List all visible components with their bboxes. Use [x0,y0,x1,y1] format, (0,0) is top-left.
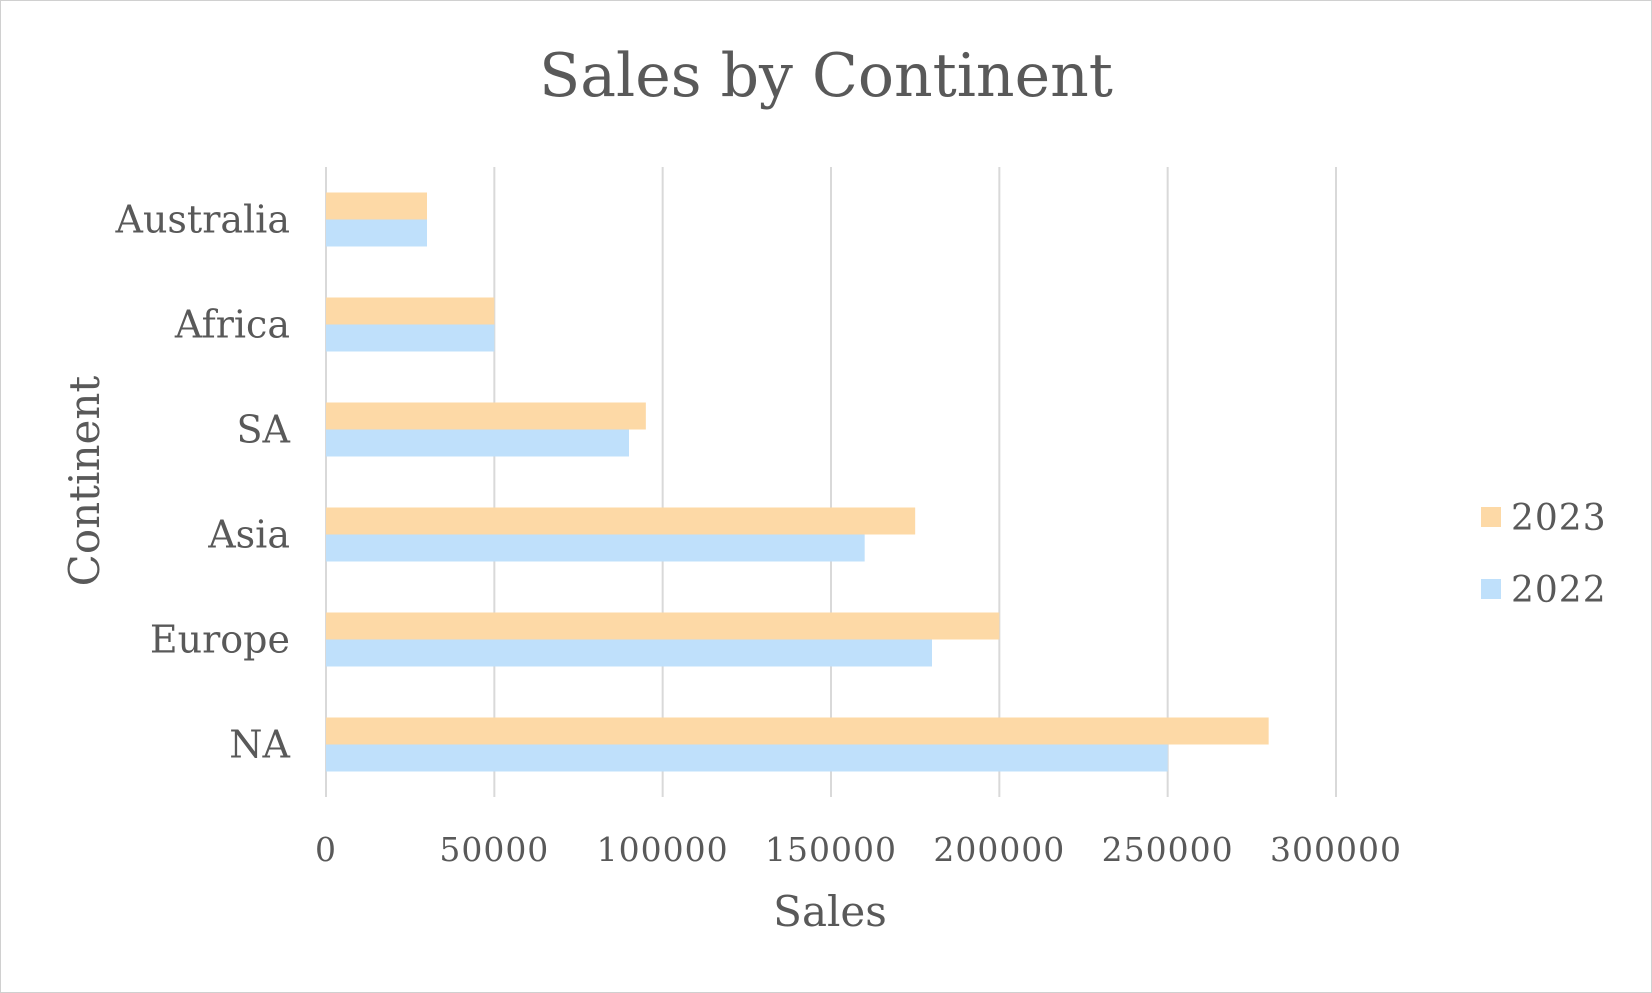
category-label: Australia [115,198,290,242]
bar-2022 [326,639,932,667]
chart-title: Sales by Continent [539,41,1113,111]
category-label: NA [229,723,290,767]
bar-2023 [326,402,646,430]
bar-2022 [326,324,495,352]
x-tick-labels: 0 50000 100000 150000 200000 250000 300000 [315,830,1402,869]
legend-label: 2023 [1511,498,1607,539]
category-label: Africa [174,303,290,347]
bar-2022 [326,744,1168,772]
bar-2023 [326,612,1000,640]
category-label: Asia [207,513,290,557]
x-axis-title: Sales [773,887,887,936]
x-tick-label: 0 [315,830,337,869]
category-labels: NA Europe Asia SA Africa Australia [115,198,291,767]
legend: 2023 2022 [1481,498,1607,611]
bar-2023 [326,507,916,535]
legend-swatch [1481,507,1501,527]
legend-label: 2022 [1511,570,1607,611]
x-tick-label: 300000 [1270,830,1402,869]
bar-2023 [326,192,427,220]
bar-2023 [326,297,495,325]
bar-2022 [326,534,865,562]
bars [326,192,1269,772]
bar-2023 [326,717,1269,745]
category-label: SA [237,408,291,452]
y-axis-title: Continent [60,376,109,587]
gridlines [325,167,1337,797]
category-label: Europe [150,618,290,662]
legend-swatch [1481,579,1501,599]
x-tick-label: 50000 [439,830,549,869]
x-tick-label: 150000 [765,830,897,869]
bar-2022 [326,429,629,457]
bar-2022 [326,219,427,247]
x-tick-label: 200000 [933,830,1065,869]
x-tick-label: 250000 [1102,830,1234,869]
x-tick-label: 100000 [597,830,729,869]
